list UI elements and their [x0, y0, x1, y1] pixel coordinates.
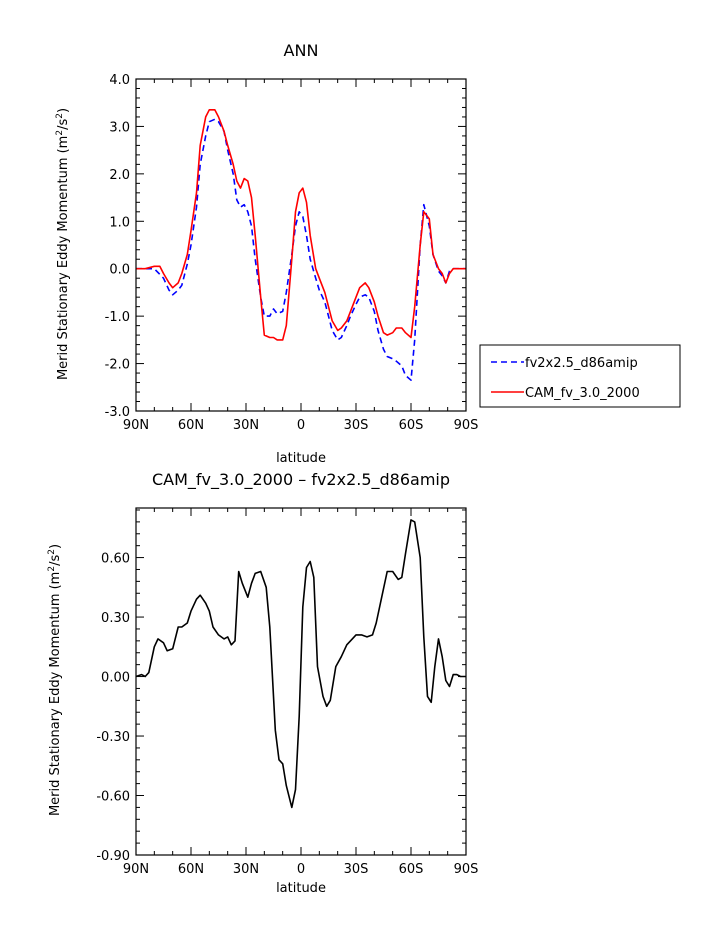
- y-label-sup-1: 2: [47, 566, 57, 572]
- y-label-sup-2: 2: [47, 549, 57, 555]
- x-tick-label: 60N: [178, 418, 204, 433]
- y-tick-label: 0.60: [101, 552, 130, 567]
- y-label-end: ): [48, 544, 63, 549]
- x-tick-label: 90S: [454, 862, 479, 877]
- x-tick-label: 60N: [178, 862, 204, 877]
- x-tick-label: 30S: [344, 418, 369, 433]
- legend-label-1: CAM_fv_3.0_2000: [525, 386, 640, 401]
- x-tick-label: 30N: [233, 418, 259, 433]
- y-tick-label: -0.60: [96, 790, 130, 805]
- y-tick-label: 3.0: [109, 120, 130, 135]
- chart-ann: ANN Merid Stationary Eddy Momentum (m2/s…: [55, 41, 681, 466]
- y-axis-label-bottom: Merid Stationary Eddy Momentum (m2/s2): [47, 544, 63, 816]
- x-tick-label: 90S: [454, 418, 479, 433]
- y-tick-label: -2.0: [105, 358, 130, 373]
- y-tick-label: 0.30: [101, 611, 130, 626]
- series-line-difference: [135, 519, 466, 809]
- y-label-end: ): [56, 108, 71, 113]
- ticks-top: 90N 60N 30N 0 30S 60S 90S -3.0 -2.0 -1.0 0.0 1.0 2.0…: [105, 73, 479, 433]
- y-tick-label: 2.0: [109, 168, 130, 183]
- y-tick-label: -1.0: [105, 310, 130, 325]
- x-tick-label: 60S: [399, 418, 424, 433]
- series-lines-bottom: [135, 519, 466, 809]
- y-tick-label: -0.90: [96, 849, 130, 864]
- x-tick-label: 60S: [399, 862, 424, 877]
- y-tick-label: -3.0: [105, 405, 130, 420]
- chart-title-difference: CAM_fv_3.0_2000 – fv2x2.5_d86amip: [152, 470, 450, 490]
- series-line-cam-fv-3-0-2000: [136, 109, 466, 341]
- y-tick-label: 1.0: [109, 215, 130, 230]
- y-label-main: Merid Stationary Eddy Momentum (m: [56, 136, 71, 380]
- x-axis-label-bottom: latitude: [276, 881, 326, 896]
- x-tick-label: 0: [297, 862, 305, 877]
- series-lines-top: [136, 109, 466, 381]
- x-tick-label: 90N: [123, 418, 149, 433]
- y-label-sup-2: 2: [55, 113, 65, 119]
- x-tick-label: 30N: [233, 862, 259, 877]
- y-axis-label-top: Merid Stationary Eddy Momentum (m2/s2): [55, 108, 71, 380]
- y-label-sup-1: 2: [55, 130, 65, 136]
- chart-title-ann: ANN: [284, 41, 319, 60]
- y-tick-label: -0.30: [96, 730, 130, 745]
- plot-frame-bottom: [135, 507, 467, 856]
- legend-box: [479, 344, 681, 408]
- y-label-mid: /s: [56, 119, 71, 130]
- legend: fv2x2.5_d86amip CAM_fv_3.0_2000: [479, 344, 681, 408]
- x-axis-label-top: latitude: [276, 451, 326, 466]
- y-tick-label: 0.0: [109, 263, 130, 278]
- y-tick-label: 4.0: [109, 73, 130, 88]
- chart-difference: CAM_fv_3.0_2000 – fv2x2.5_d86amip Merid …: [47, 470, 478, 896]
- x-tick-label: 0: [297, 418, 305, 433]
- plot-frame-top: [135, 78, 467, 412]
- y-label-mid: /s: [48, 555, 63, 566]
- series-line-fv2x2-5-d86amip: [136, 118, 466, 381]
- y-tick-label: 0.00: [101, 671, 130, 686]
- x-tick-label: 90N: [123, 862, 149, 877]
- x-tick-label: 30S: [344, 862, 369, 877]
- legend-label-0: fv2x2.5_d86amip: [525, 356, 638, 371]
- y-label-main: Merid Stationary Eddy Momentum (m: [48, 572, 63, 816]
